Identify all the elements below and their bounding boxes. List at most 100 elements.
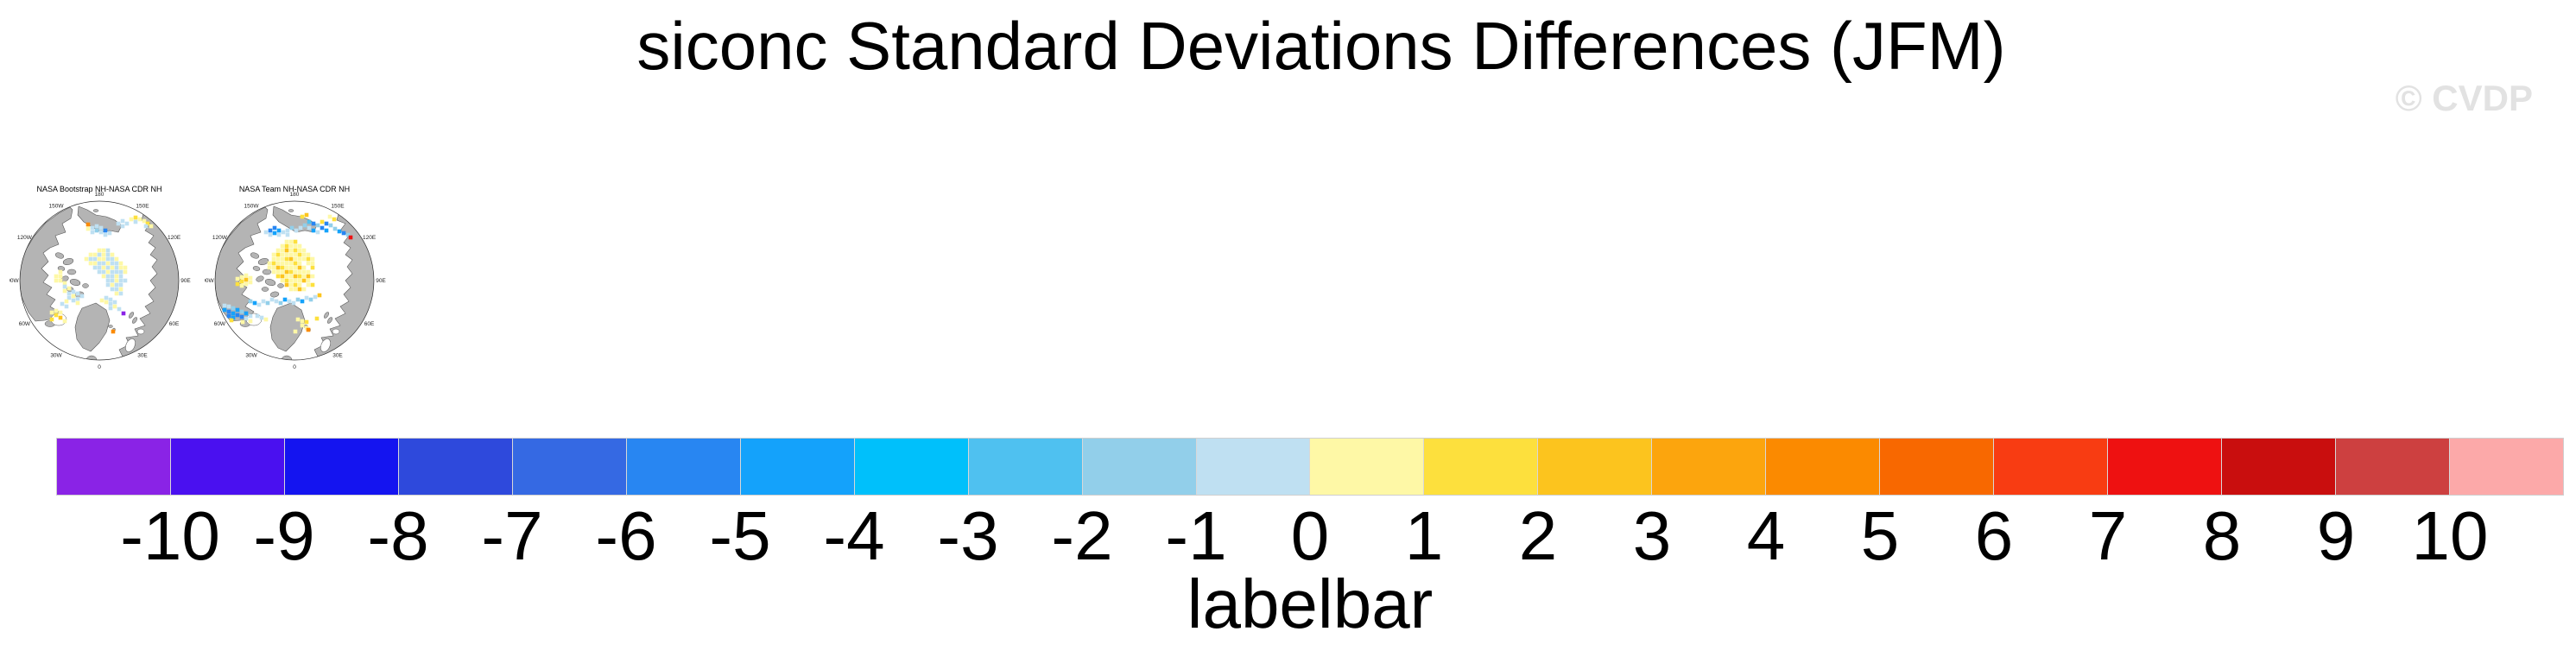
longitude-label: 180 (95, 192, 104, 198)
labelbar-box (2107, 439, 2222, 495)
longitude-label: 60W (214, 321, 226, 327)
labelbar-tick: 7 (2088, 497, 2128, 574)
longitude-label: 180 (290, 192, 300, 198)
longitude-label: 0 (293, 364, 296, 370)
labelbar-tick: 6 (1974, 497, 2014, 574)
island (108, 325, 113, 328)
labelbar-box (2449, 439, 2563, 495)
labelbar-tick: -5 (709, 497, 771, 574)
labelbar-box (1081, 439, 1196, 495)
labelbar-tick: 3 (1632, 497, 1672, 574)
labelbar-tick: -2 (1051, 497, 1113, 574)
island (62, 258, 74, 265)
island (128, 312, 135, 319)
labelbar-tick: 8 (2202, 497, 2242, 574)
difference-cells (49, 215, 154, 334)
inland-sea (136, 328, 145, 335)
labelbar-tick: 9 (2316, 497, 2356, 574)
longitude-label: 60E (364, 321, 375, 327)
island (250, 252, 260, 259)
island (269, 291, 280, 298)
labelbar-tick: 4 (1746, 497, 1786, 574)
labelbar-tick: -9 (253, 497, 315, 574)
labelbar-tick: -8 (367, 497, 429, 574)
labelbar-box (1765, 439, 1880, 495)
labelbar-tick: 0 (1290, 497, 1330, 574)
island (281, 355, 293, 360)
island (131, 317, 138, 324)
labelbar-box (1309, 439, 1424, 495)
labelbar-tick: 10 (2411, 497, 2489, 574)
longitude-label: 30E (332, 353, 343, 359)
map-content (215, 201, 374, 360)
longitude-label: 150W (244, 203, 260, 209)
longitude-label: 90E (376, 278, 386, 284)
landmass (77, 205, 123, 233)
longitude-label: 150E (331, 203, 345, 209)
longitude-label: 30W (245, 353, 257, 359)
labelbar-title: labelbar (1187, 565, 1434, 642)
labelbar-box (1879, 439, 1994, 495)
island (85, 355, 98, 360)
longitude-label: 30E (137, 353, 148, 359)
island (69, 279, 81, 286)
labelbar-box (739, 439, 854, 495)
labelbar-box (169, 439, 284, 495)
island (261, 287, 269, 292)
labelbar-box (1423, 439, 1538, 495)
page-title: siconc Standard Deviations Differences (… (636, 8, 2006, 84)
island (54, 252, 65, 259)
longitude-label: 120E (363, 235, 377, 241)
island (264, 279, 276, 286)
island (252, 266, 261, 271)
island (257, 258, 269, 265)
labelbar-box (2335, 439, 2450, 495)
labelbar-box (625, 439, 740, 495)
labelbar-box (853, 439, 968, 495)
map-boundary-circle (214, 200, 375, 361)
labelbar-tick: -6 (595, 497, 657, 574)
cvdp-watermark: © CVDP (2395, 78, 2533, 118)
map-content (20, 201, 179, 360)
inland-sea (125, 338, 136, 352)
labelbar-box (1537, 439, 1652, 495)
longitude-label: 30W (50, 353, 62, 359)
longitude-label: 0 (98, 364, 101, 370)
labelbar-tick: -1 (1165, 497, 1227, 574)
inland-sea (332, 328, 340, 335)
longitude-label: 150E (136, 203, 149, 209)
landmass (74, 302, 111, 352)
labelbar-tick: -7 (481, 497, 543, 574)
labelbar-tick: -10 (120, 497, 220, 574)
labelbar-box (967, 439, 1082, 495)
map-panel-title: NASA Team NH-NASA CDR NH (239, 185, 350, 193)
labelbar-tick: 5 (1860, 497, 1900, 574)
labelbar-box (1651, 439, 1766, 495)
longitude-label: 60W (19, 321, 31, 327)
longitude-label: 120E (168, 235, 181, 241)
landmass (269, 302, 306, 352)
island (66, 268, 77, 275)
longitude-label: 120W (212, 235, 228, 241)
labelbar-tick: -3 (937, 497, 999, 574)
labelbar-ticks: -10 -9 -8 -7 -6 -5 -4 -3 -2 -1 0 1 2 3 4 5 6 7 8 9 10 (0, 502, 2576, 579)
island (277, 283, 284, 288)
labelbar-box (283, 439, 398, 495)
longitude-label: 60E (169, 321, 180, 327)
longitude-label: 90W (205, 278, 215, 284)
labelbar-box (2221, 439, 2336, 495)
labelbar (56, 438, 2564, 496)
labelbar-tick: -4 (823, 497, 885, 574)
inland-sea (320, 338, 331, 352)
island (262, 268, 272, 275)
labelbar-tick: 1 (1404, 497, 1444, 574)
island (256, 275, 264, 282)
map-panel-title: NASA Bootstrap NH-NASA CDR NH (36, 185, 161, 193)
longitude-label: 90W (9, 278, 20, 284)
island (288, 209, 294, 212)
labelbar-box (1993, 439, 2108, 495)
longitude-label: 120W (17, 235, 33, 241)
